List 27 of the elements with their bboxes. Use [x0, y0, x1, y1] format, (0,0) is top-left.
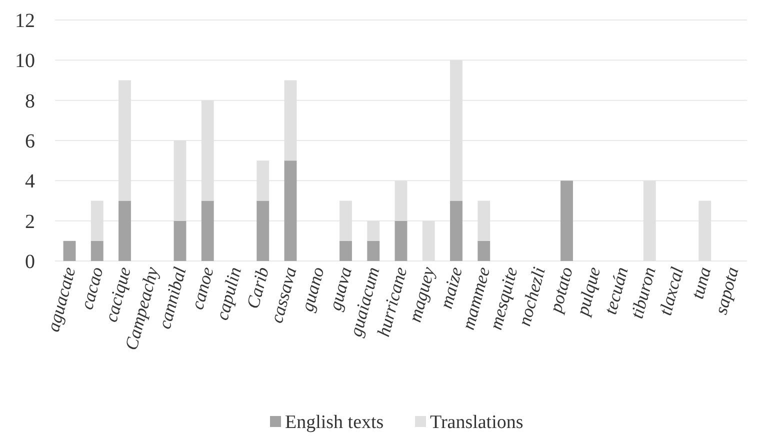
bar [340, 240, 352, 261]
x-tick-label: Carib [242, 264, 273, 311]
bar [450, 200, 462, 261]
y-tick-label: 0 [25, 251, 35, 273]
legend-label: English texts [285, 412, 384, 433]
x-tick-label: cacao [76, 264, 107, 312]
y-tick-label: 6 [25, 130, 35, 152]
bar [256, 200, 270, 261]
bar [90, 240, 104, 261]
bar [118, 200, 131, 261]
bar [284, 160, 297, 261]
y-tick-label: 12 [15, 10, 35, 32]
x-tick-label: maize [436, 264, 466, 311]
y-tick-label: 10 [15, 50, 35, 72]
bar [478, 240, 490, 261]
x-tick-label: aguacate [42, 264, 80, 334]
y-tick-label: 4 [25, 170, 35, 193]
y-tick-label: 8 [25, 90, 35, 112]
legend-label: Translations [430, 412, 524, 433]
bar [560, 180, 573, 261]
x-tick-label: maguey [404, 264, 438, 324]
bar [367, 240, 380, 261]
bar [174, 220, 186, 261]
bar [63, 240, 76, 261]
y-tick-label: 2 [25, 210, 35, 233]
bar [394, 220, 408, 261]
bar [201, 200, 214, 261]
